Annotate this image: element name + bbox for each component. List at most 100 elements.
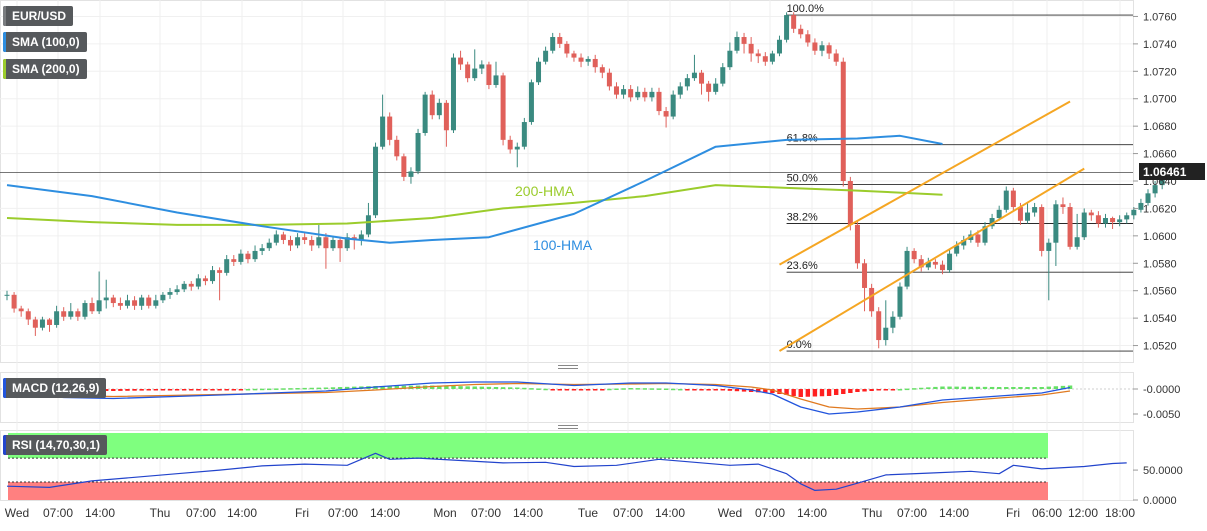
x-tick-label-5: 14:00: [227, 506, 257, 520]
x-tick-label-7: 07:00: [328, 506, 358, 520]
macd-hist-bar-137: [975, 386, 981, 389]
fib-level-label-3: 38.2%: [787, 212, 818, 224]
candle-body-20: [146, 297, 152, 306]
legend-macd-tag[interactable]: MACD (12,26,9): [3, 378, 107, 398]
legend-symbol-tag[interactable]: EUR/USD: [3, 6, 74, 26]
candle-body-129: [918, 259, 924, 268]
macd-hist-bar-134: [954, 386, 959, 389]
candle-body-107: [762, 56, 768, 62]
macd-hist-bar-36: [259, 388, 265, 391]
legend-sma100-tag[interactable]: SMA (100,0): [3, 32, 87, 52]
macd-hist-bar-92: [656, 388, 662, 390]
x-tick-label-24: 18:00: [1105, 506, 1135, 520]
x-tick-label-21: Fri: [1006, 506, 1020, 520]
candles-layer: [4, 12, 1186, 397]
candle-body-144: [1025, 212, 1031, 221]
channel-lower-line: [778, 167, 1085, 352]
candle-body-4: [32, 319, 38, 328]
candle-body-72: [514, 146, 520, 150]
macd-hist-bar-133: [947, 386, 952, 389]
candle-body-156: [1110, 218, 1116, 223]
candle-body-141: [1003, 190, 1009, 210]
macd-hist-bar-117: [833, 389, 839, 395]
candle-body-44: [316, 237, 322, 246]
candle-body-140: [996, 209, 1002, 219]
x-tick-label-16: 07:00: [755, 506, 785, 520]
macd-hist-bar-150: [1067, 385, 1073, 389]
candle-body-94: [670, 94, 676, 117]
macd-hist-bar-41: [295, 388, 300, 390]
macd-hist-bar-97: [692, 389, 697, 391]
macd-hist-bar-82: [585, 389, 591, 391]
macd-hist-bar-31: [224, 389, 229, 391]
candle-body-149: [1060, 204, 1066, 208]
candle-body-161: [1145, 193, 1151, 203]
candle-body-132: [939, 264, 945, 271]
macd-hist-bar-45: [323, 387, 329, 389]
candle-body-59: [422, 94, 428, 134]
macd-hist-bar-56: [401, 385, 407, 389]
macd-hist-bar-14: [104, 389, 109, 391]
candle-body-111: [791, 15, 797, 29]
macd-hist-bar-100: [713, 389, 718, 391]
candle-body-10: [75, 311, 81, 317]
legend-sma200-tag[interactable]: SMA (200,0): [3, 59, 87, 79]
candle-body-88: [628, 89, 634, 98]
macd-hist-bar-84: [600, 389, 605, 391]
macd-hist-bar-126: [897, 389, 903, 391]
symbol-color-swatch: [3, 6, 6, 26]
candle-body-8: [61, 311, 67, 317]
macd-hist-bar-131: [933, 386, 938, 389]
candle-body-102: [727, 50, 733, 68]
macd-hist-bar-96: [685, 389, 690, 391]
candle-body-143: [1017, 207, 1023, 221]
x-tick-label-11: 14:00: [513, 506, 543, 520]
x-tick-label-9: Mon: [433, 506, 456, 520]
candle-body-84: [599, 67, 605, 73]
macd-hist-bar-91: [649, 388, 655, 390]
fib-level-label-0: 100.0%: [787, 3, 825, 15]
price-tick-label-4: 1.0600: [1143, 231, 1177, 243]
candle-body-95: [677, 86, 683, 95]
candle-body-103: [734, 37, 740, 51]
candle-body-57: [408, 171, 414, 177]
x-tick-label-10: 07:00: [471, 506, 501, 520]
macd-hist-bar-102: [727, 389, 733, 391]
candle-body-157: [1117, 219, 1123, 223]
candle-body-123: [876, 311, 882, 341]
macd-hist-bar-144: [1025, 387, 1030, 389]
macd-hist-bar-20: [146, 389, 151, 391]
macd-hist-bar-86: [614, 388, 619, 390]
candle-body-114: [812, 42, 818, 51]
macd-hist-bar-60: [430, 385, 435, 389]
macd-hist-bar-124: [883, 389, 888, 391]
candle-body-78: [557, 37, 563, 44]
candle-body-55: [394, 139, 400, 157]
rsi-color-swatch: [3, 435, 6, 455]
macd-hist-bar-61: [437, 385, 442, 389]
price-tick-label-8: 1.0680: [1143, 121, 1177, 133]
x-tick-label-19: 07:00: [897, 506, 927, 520]
macd-hist-bar-66: [472, 386, 477, 389]
macd-hist-bar-119: [848, 389, 853, 393]
candle-body-27: [195, 278, 201, 287]
candle-body-17: [124, 300, 130, 306]
legend-rsi-tag[interactable]: RSI (14,70,30,1): [3, 435, 108, 455]
candle-body-93: [663, 111, 669, 117]
macd-hist-bar-142: [1011, 387, 1016, 389]
candle-body-101: [720, 67, 726, 84]
candle-body-86: [613, 86, 619, 95]
price-tick-label-12: 1.0760: [1143, 11, 1177, 23]
candle-body-14: [103, 297, 109, 301]
macd-hist-bar-109: [777, 389, 782, 394]
candle-body-39: [280, 234, 286, 240]
candle-body-51: [365, 215, 371, 235]
macd-hist-bar-127: [904, 388, 910, 391]
candle-body-124: [883, 327, 889, 341]
candle-body-152: [1081, 212, 1087, 238]
candle-body-147: [1046, 242, 1052, 251]
candle-body-35: [252, 250, 258, 260]
candle-body-74: [528, 82, 534, 123]
candle-body-162: [1152, 185, 1158, 194]
macd-hist-bar-148: [1053, 386, 1059, 389]
